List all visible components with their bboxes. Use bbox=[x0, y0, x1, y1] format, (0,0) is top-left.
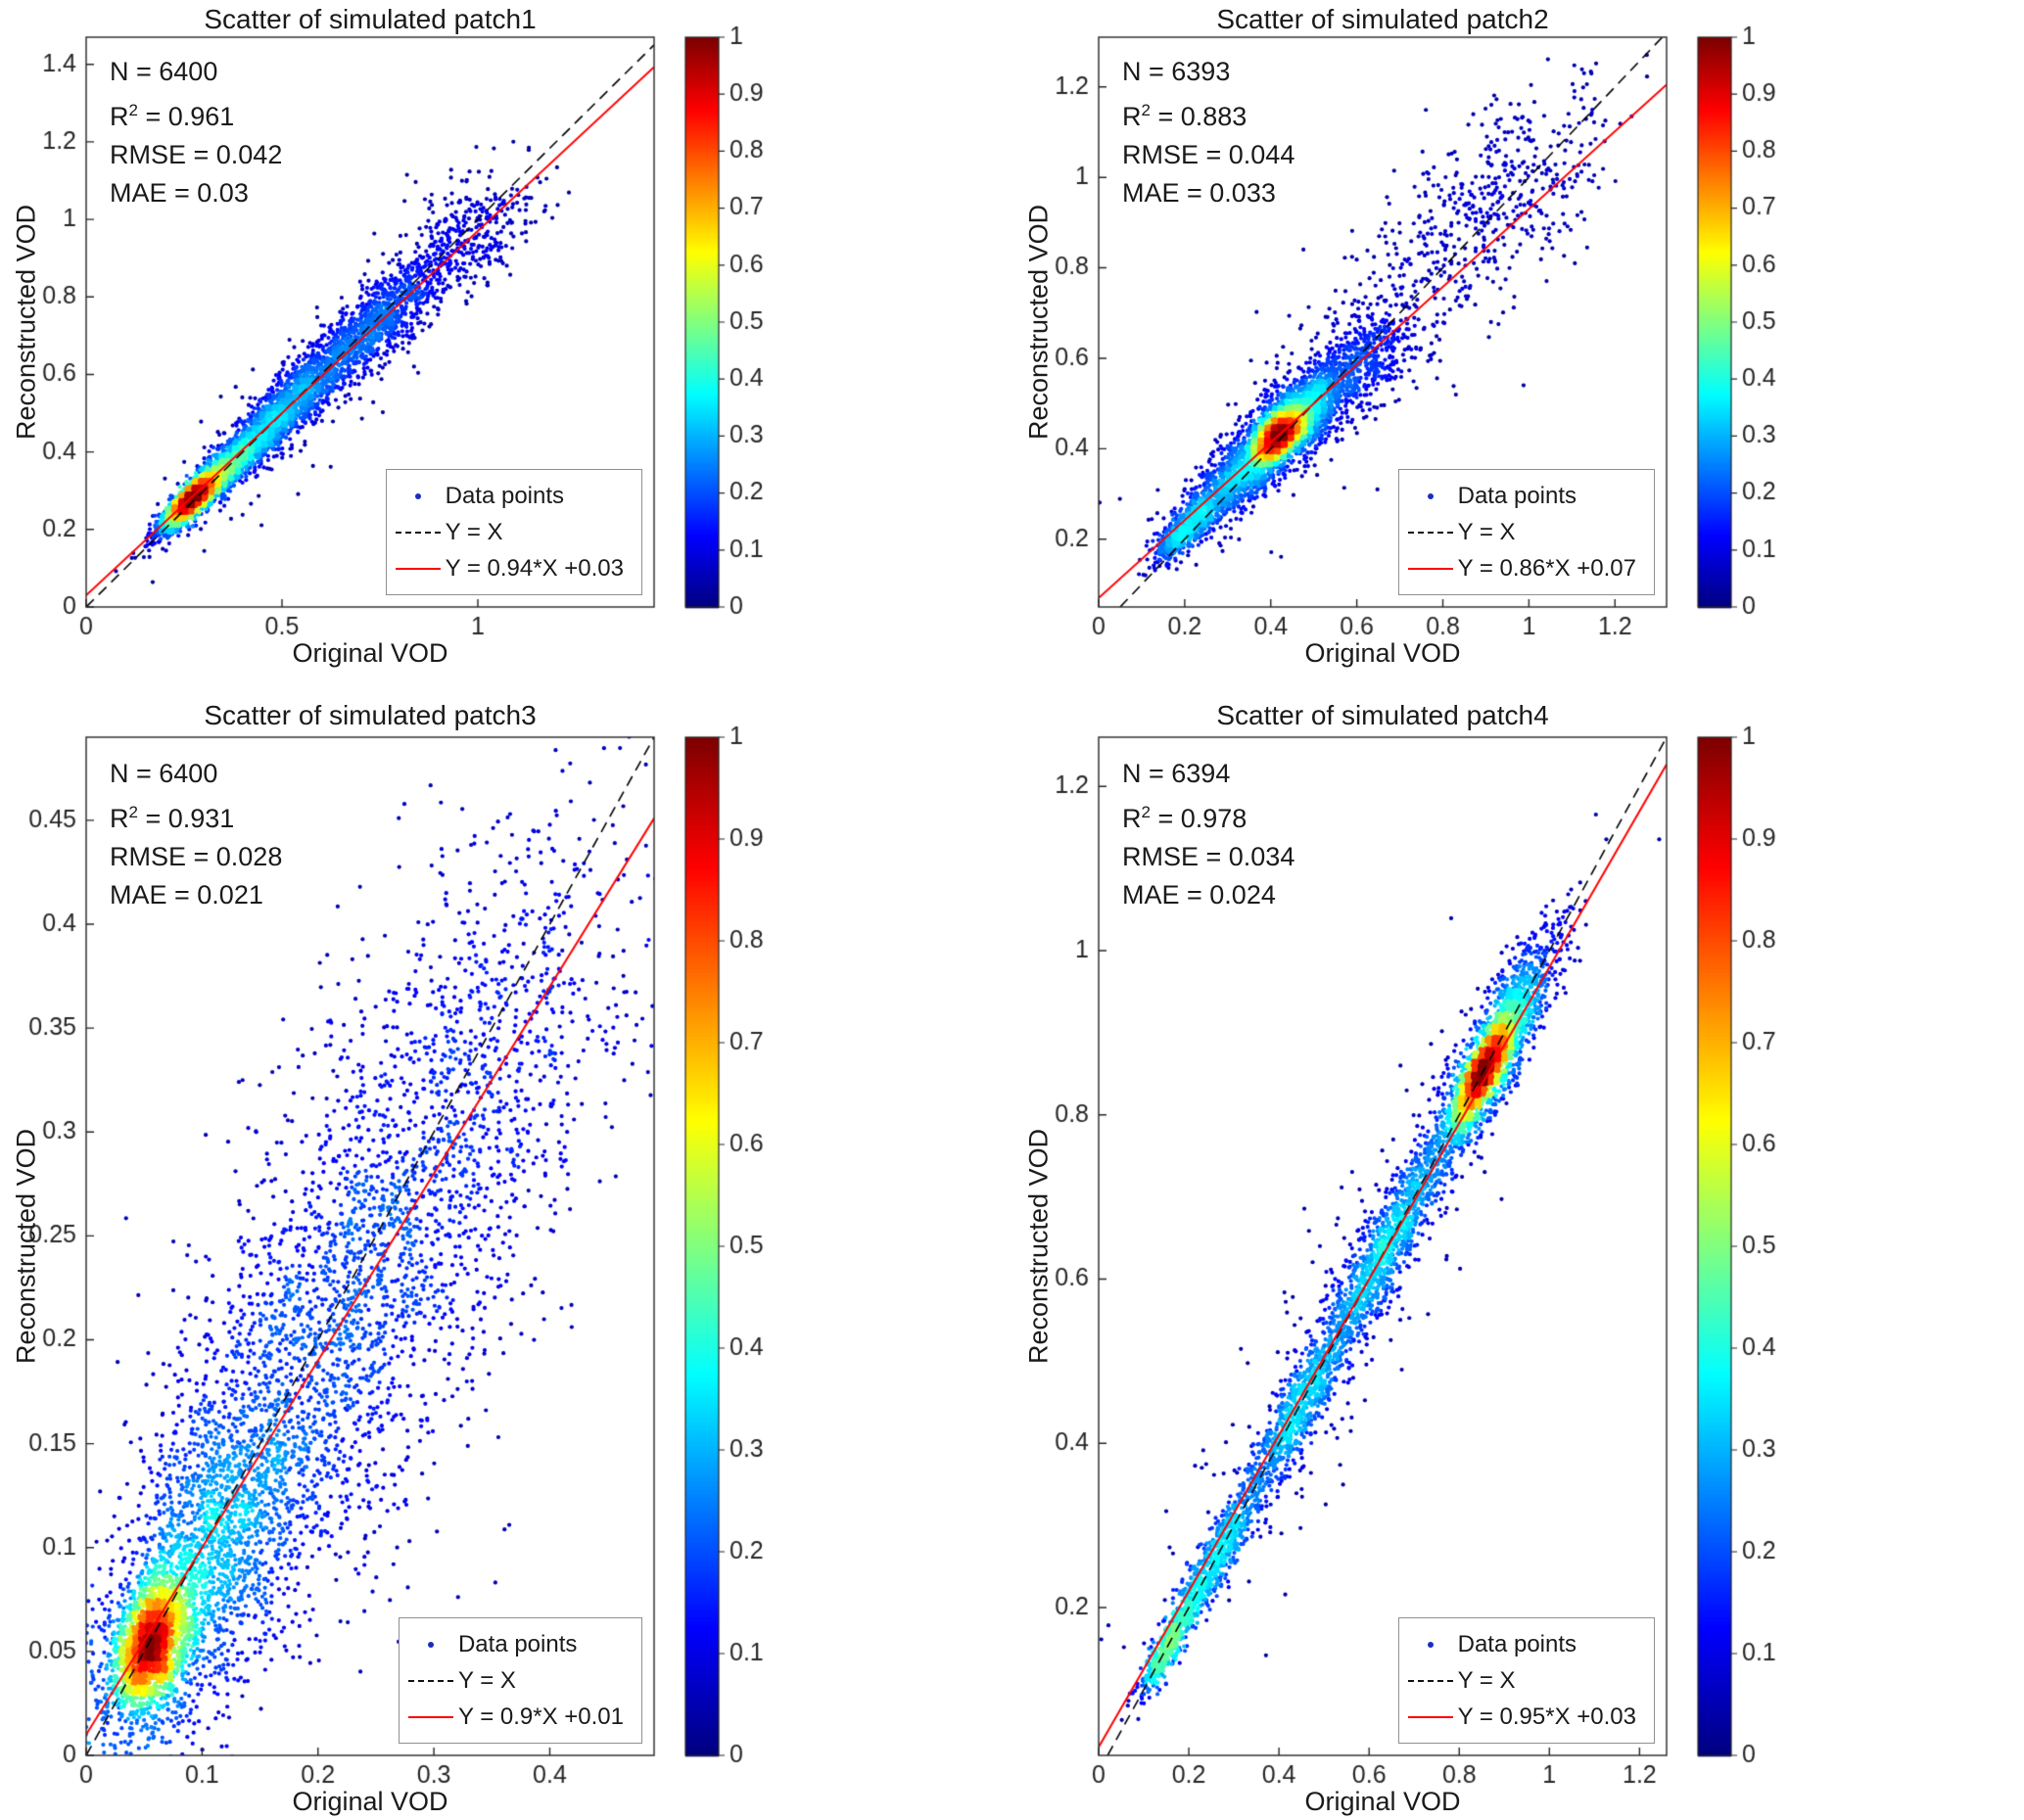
stat-rmse: RMSE = 0.042 bbox=[110, 140, 283, 169]
stats-block: N = 6393 R2 = 0.883 RMSE = 0.044 MAE = 0… bbox=[1122, 53, 1294, 212]
legend-item-identity-line: Y = X bbox=[391, 514, 637, 550]
stat-mae: MAE = 0.021 bbox=[110, 880, 263, 910]
stats-block: N = 6394 R2 = 0.978 RMSE = 0.034 MAE = 0… bbox=[1122, 755, 1294, 914]
dashed-line-marker-icon bbox=[1407, 1679, 1453, 1682]
scatter-point-marker-icon bbox=[414, 492, 421, 499]
stat-rmse: RMSE = 0.034 bbox=[1122, 842, 1295, 871]
fit-line-marker-icon bbox=[1407, 1715, 1453, 1718]
legend-item-identity-line: Y = X bbox=[403, 1662, 637, 1699]
x-axis-label: Original VOD bbox=[292, 1787, 448, 1816]
y-axis-label: Reconstructed VOD bbox=[1023, 204, 1054, 441]
fit-line-marker-icon bbox=[395, 567, 441, 570]
legend-item-data-points: Data points bbox=[1403, 478, 1650, 514]
legend-item-fit-line: Y = 0.95*X +0.03 bbox=[1403, 1699, 1650, 1735]
plot-title: Scatter of simulated patch3 bbox=[204, 700, 537, 730]
plot-title: Scatter of simulated patch2 bbox=[1216, 4, 1549, 34]
stat-n: N = 6393 bbox=[1122, 57, 1231, 86]
legend-item-data-points: Data points bbox=[403, 1626, 637, 1662]
legend-item-fit-line: Y = 0.86*X +0.07 bbox=[1403, 550, 1650, 586]
legend-item-fit-line: Y = 0.94*X +0.03 bbox=[391, 550, 637, 586]
legend: Data points Y = X Y = 0.86*X +0.07 bbox=[1397, 469, 1655, 595]
x-axis-label: Original VOD bbox=[292, 638, 448, 668]
scatter-panel-patch2: Scatter of simulated patch2 Reconstructe… bbox=[1012, 0, 2024, 690]
stat-r2: R2 = 0.978 bbox=[1122, 803, 1247, 833]
scatter-panel-patch4: Scatter of simulated patch4 Reconstructe… bbox=[1012, 690, 2024, 1820]
y-axis-label: Reconstructed VOD bbox=[1023, 1128, 1054, 1365]
stat-n: N = 6400 bbox=[110, 57, 218, 86]
stat-r2: R2 = 0.883 bbox=[1122, 101, 1247, 131]
stat-rmse: RMSE = 0.028 bbox=[110, 842, 283, 871]
legend-item-identity-line: Y = X bbox=[1403, 1662, 1650, 1699]
stat-n: N = 6400 bbox=[110, 759, 218, 788]
plot-title: Scatter of simulated patch1 bbox=[204, 4, 537, 34]
stat-rmse: RMSE = 0.044 bbox=[1122, 140, 1295, 169]
scatter-panel-patch3: Scatter of simulated patch3 Reconstructe… bbox=[0, 690, 1012, 1820]
stat-r2: R2 = 0.931 bbox=[110, 803, 235, 833]
stat-mae: MAE = 0.03 bbox=[110, 178, 249, 208]
stat-mae: MAE = 0.033 bbox=[1122, 178, 1276, 208]
stats-block: N = 6400 R2 = 0.931 RMSE = 0.028 MAE = 0… bbox=[110, 755, 282, 914]
y-axis-label: Reconstructed VOD bbox=[11, 1128, 41, 1365]
x-axis-label: Original VOD bbox=[1304, 638, 1461, 668]
scatter-point-marker-icon bbox=[1427, 1641, 1434, 1648]
scatter-panel-patch1: Scatter of simulated patch1 Reconstructe… bbox=[0, 0, 1012, 690]
legend-item-data-points: Data points bbox=[391, 478, 637, 514]
y-axis-label: Reconstructed VOD bbox=[11, 204, 41, 441]
plot-title: Scatter of simulated patch4 bbox=[1216, 700, 1549, 730]
legend-item-data-points: Data points bbox=[1403, 1626, 1650, 1662]
legend-item-fit-line: Y = 0.9*X +0.01 bbox=[403, 1699, 637, 1735]
stat-n: N = 6394 bbox=[1122, 759, 1231, 788]
fit-line-marker-icon bbox=[407, 1715, 453, 1718]
scatter-point-marker-icon bbox=[1427, 492, 1434, 499]
legend: Data points Y = X Y = 0.95*X +0.03 bbox=[1397, 1617, 1655, 1744]
legend-item-identity-line: Y = X bbox=[1403, 514, 1650, 550]
scatter-point-marker-icon bbox=[427, 1641, 434, 1648]
stat-r2: R2 = 0.961 bbox=[110, 101, 235, 131]
fit-line-marker-icon bbox=[1407, 567, 1453, 570]
stats-block: N = 6400 R2 = 0.961 RMSE = 0.042 MAE = 0… bbox=[110, 53, 282, 212]
legend: Data points Y = X Y = 0.94*X +0.03 bbox=[385, 469, 642, 595]
dashed-line-marker-icon bbox=[407, 1679, 453, 1682]
dashed-line-marker-icon bbox=[1407, 531, 1453, 534]
stat-mae: MAE = 0.024 bbox=[1122, 880, 1276, 910]
x-axis-label: Original VOD bbox=[1304, 1787, 1461, 1816]
dashed-line-marker-icon bbox=[395, 531, 441, 534]
legend: Data points Y = X Y = 0.9*X +0.01 bbox=[398, 1617, 642, 1744]
